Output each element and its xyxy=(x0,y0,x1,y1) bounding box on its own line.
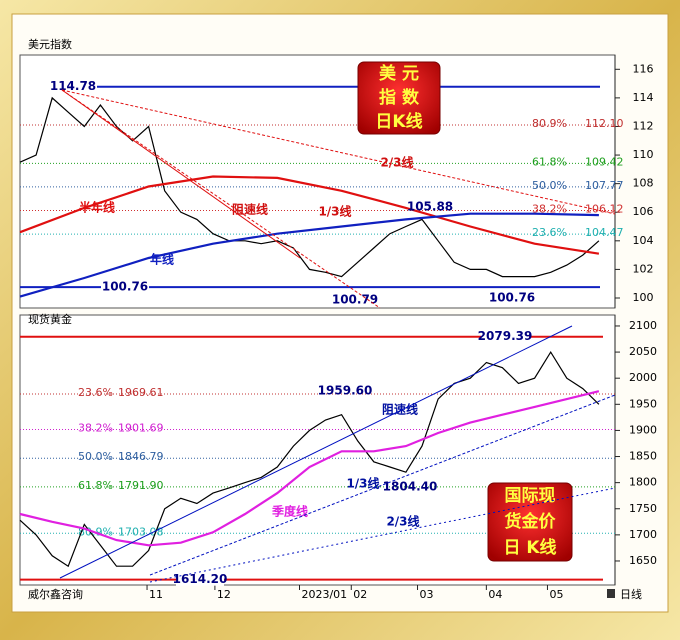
key-level-label: 1614.20 xyxy=(173,572,228,586)
price-line xyxy=(19,96,600,278)
badge-text: 货金价 xyxy=(505,511,557,532)
y-tick-label: 106 xyxy=(633,205,654,218)
fib-ratio: 23.6% xyxy=(78,386,113,399)
badge-text: 指 数 xyxy=(379,87,420,108)
series-label: 半年线 xyxy=(79,200,115,215)
fib-value: 107.77 xyxy=(585,179,624,192)
x-tick-label: 11 xyxy=(149,588,163,601)
series-label: 年线 xyxy=(150,252,174,267)
annotation: 2/3线 xyxy=(386,514,419,529)
fib-value: 106.12 xyxy=(585,203,624,216)
label-bg xyxy=(481,329,529,343)
fib-ratio: 38.2% xyxy=(78,422,113,435)
label-bg xyxy=(49,79,97,93)
fib-ratio: 61.8% xyxy=(78,479,113,492)
trend-line xyxy=(61,89,301,259)
x-tick-label: 12 xyxy=(217,588,231,601)
y-tick-label: 110 xyxy=(633,148,654,161)
source: 威尔鑫咨询 xyxy=(28,587,83,601)
trend-line xyxy=(61,89,381,309)
period: 日线 xyxy=(620,587,642,601)
fib-value: 1901.69 xyxy=(118,422,164,435)
y-tick-label: 100 xyxy=(633,291,654,304)
point-label: 100.79 xyxy=(332,293,378,307)
trend-line xyxy=(149,487,616,583)
key-level-label: 2079.39 xyxy=(478,329,533,343)
key-level-label: 100.76 xyxy=(102,280,148,294)
x-tick-label: 2023/01 xyxy=(301,588,347,601)
point-label: 100.76 xyxy=(489,291,535,305)
fib-value: 112.10 xyxy=(585,117,624,130)
x-tick-label: 04 xyxy=(488,588,502,601)
badge-text: 美 元 xyxy=(379,63,419,84)
point-label: 105.88 xyxy=(407,200,453,214)
fib-value: 109.42 xyxy=(585,155,624,168)
fib-ratio: 80.9% xyxy=(532,117,567,130)
badge-text: 日 K线 xyxy=(503,537,556,558)
y-tick-label: 1700 xyxy=(629,528,657,541)
x-tick-label: 03 xyxy=(420,588,434,601)
x-tick-label: 05 xyxy=(549,588,563,601)
x-tick-label: 02 xyxy=(353,588,367,601)
point-label: 1959.60 xyxy=(318,384,373,398)
series-label: 季度线 xyxy=(271,504,308,519)
point-label: 1804.40 xyxy=(383,480,438,494)
moving-average xyxy=(19,175,600,255)
fib-value: 1703.08 xyxy=(118,525,164,538)
annotation: 1/3线 xyxy=(318,204,351,219)
y-tick-label: 1900 xyxy=(629,423,657,436)
label-bg xyxy=(176,572,224,586)
fib-value: 1969.61 xyxy=(118,386,164,399)
trend-line xyxy=(61,89,616,215)
fib-ratio: 50.0% xyxy=(532,179,567,192)
fib-value: 104.47 xyxy=(585,226,624,239)
y-tick-label: 2100 xyxy=(629,319,657,332)
y-tick-label: 112 xyxy=(633,119,654,132)
y-tick-label: 102 xyxy=(633,262,654,275)
price-line xyxy=(19,350,600,568)
y-tick-label: 2050 xyxy=(629,345,657,358)
panel-title: 美元指数 xyxy=(28,37,72,51)
y-tick-label: 2000 xyxy=(629,371,657,384)
annotation: 2/3线 xyxy=(380,155,413,170)
moving-average xyxy=(19,212,599,298)
y-tick-label: 104 xyxy=(633,234,654,247)
badge-text: 国际现 xyxy=(505,486,556,506)
badge xyxy=(357,61,441,135)
y-tick-label: 108 xyxy=(633,177,654,190)
panel-title: 现货黄金 xyxy=(28,312,72,326)
fib-value: 1846.79 xyxy=(118,450,164,463)
annotation: 1/3线 xyxy=(346,476,379,491)
fib-ratio: 38.2% xyxy=(532,203,567,216)
y-tick-label: 1650 xyxy=(629,554,657,567)
badge xyxy=(487,482,573,562)
moving-average xyxy=(19,390,600,547)
label-bg xyxy=(101,280,149,294)
y-tick-label: 1800 xyxy=(629,476,657,489)
trend-line xyxy=(149,394,616,576)
badge-text: 日K线 xyxy=(375,111,422,132)
y-tick-label: 1950 xyxy=(629,397,657,410)
fib-ratio: 23.6% xyxy=(532,226,567,239)
key-level-label: 114.78 xyxy=(50,79,96,93)
fib-ratio: 61.8% xyxy=(532,155,567,168)
plot-area xyxy=(19,54,616,309)
lock-icon xyxy=(607,589,615,598)
annotation: 阻速线 xyxy=(382,402,418,417)
y-tick-label: 1750 xyxy=(629,502,657,515)
y-tick-label: 114 xyxy=(633,91,654,104)
y-tick-label: 1850 xyxy=(629,450,657,463)
fib-value: 1791.90 xyxy=(118,479,164,492)
trend-line xyxy=(59,325,573,579)
y-tick-label: 116 xyxy=(633,62,654,75)
fib-ratio: 50.0% xyxy=(78,450,113,463)
